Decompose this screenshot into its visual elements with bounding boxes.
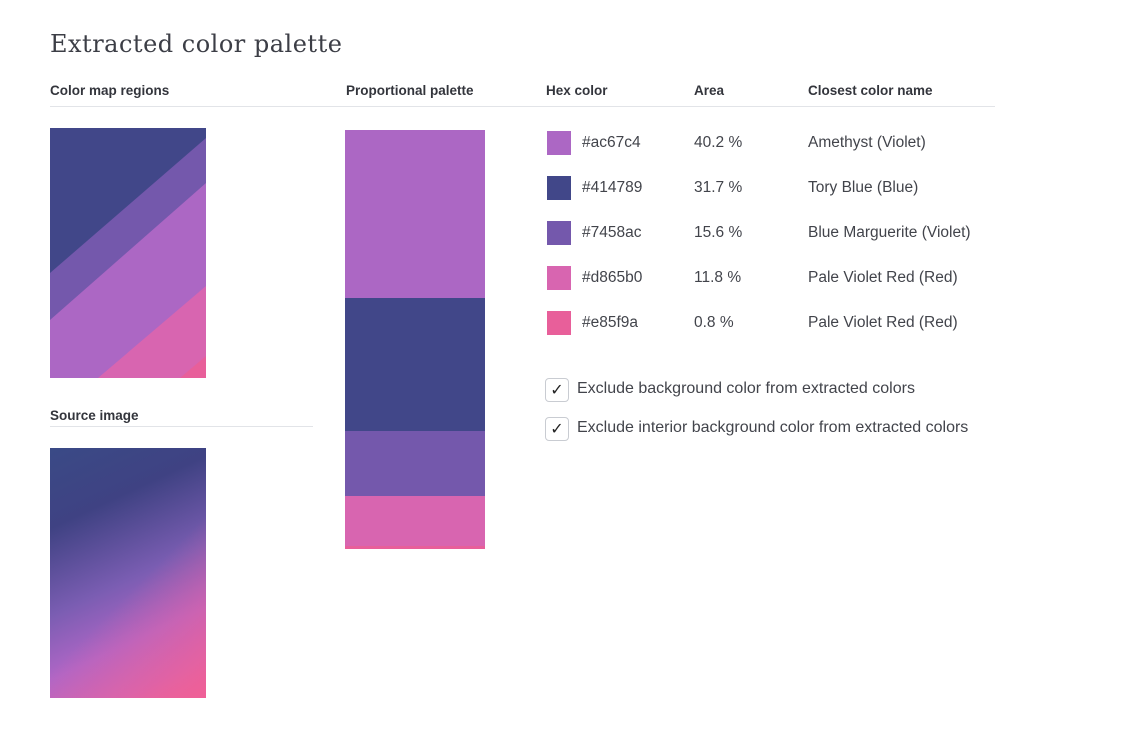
area-value: 40.2 % (694, 134, 743, 151)
palette-segment (345, 496, 485, 546)
table-row: #7458ac 15.6 % Blue Marguerite (Violet) (547, 221, 997, 245)
color-name: Blue Marguerite (Violet) (808, 224, 971, 241)
area-header: Area (694, 83, 725, 98)
hex-value: #7458ac (582, 224, 642, 241)
color-map-regions-graphic (50, 128, 206, 378)
table-row: #ac67c4 40.2 % Amethyst (Violet) (547, 131, 997, 155)
region-pale-violet-red-light (180, 356, 206, 378)
color-map-regions-heading: Color map regions (50, 83, 170, 98)
hex-color-header: Hex color (546, 83, 608, 98)
area-value: 0.8 % (694, 314, 734, 331)
color-swatch (547, 266, 571, 290)
color-name: Tory Blue (Blue) (808, 179, 919, 196)
region-pale-violet-red (98, 286, 206, 378)
color-map-regions-image (50, 128, 206, 378)
source-image-heading: Source image (50, 408, 139, 423)
color-swatch (547, 131, 571, 155)
palette-segment (345, 298, 485, 431)
table-row: #e85f9a 0.8 % Pale Violet Red (Red) (547, 311, 997, 335)
exclude-interior-background-checkbox[interactable]: ✓ (545, 417, 569, 441)
proportional-palette-heading: Proportional palette (346, 83, 474, 98)
table-row: #d865b0 11.8 % Pale Violet Red (Red) (547, 266, 997, 290)
table-row: #414789 31.7 % Tory Blue (Blue) (547, 176, 997, 200)
exclude-background-label: Exclude background color from extracted … (577, 380, 915, 397)
proportional-palette-bar (345, 130, 485, 549)
page-title: Extracted color palette (50, 30, 343, 58)
color-name: Pale Violet Red (Red) (808, 314, 958, 331)
color-swatch (547, 176, 571, 200)
hex-value: #ac67c4 (582, 134, 641, 151)
color-name: Amethyst (Violet) (808, 134, 926, 151)
header-divider (50, 106, 995, 107)
color-swatch (547, 221, 571, 245)
area-value: 15.6 % (694, 224, 743, 241)
exclude-interior-background-label: Exclude interior background color from e… (577, 419, 969, 436)
color-name: Pale Violet Red (Red) (808, 269, 958, 286)
palette-segment (345, 130, 485, 299)
exclude-background-checkbox[interactable]: ✓ (545, 378, 569, 402)
source-image (50, 448, 206, 698)
area-value: 31.7 % (694, 179, 743, 196)
palette-segment (345, 545, 485, 549)
source-image-divider (50, 426, 313, 427)
color-swatch (547, 311, 571, 335)
hex-value: #414789 (582, 179, 643, 196)
palette-segment (345, 430, 485, 497)
hex-value: #d865b0 (582, 269, 643, 286)
area-value: 11.8 % (694, 269, 742, 286)
closest-color-name-header: Closest color name (808, 83, 933, 98)
hex-value: #e85f9a (582, 314, 639, 331)
